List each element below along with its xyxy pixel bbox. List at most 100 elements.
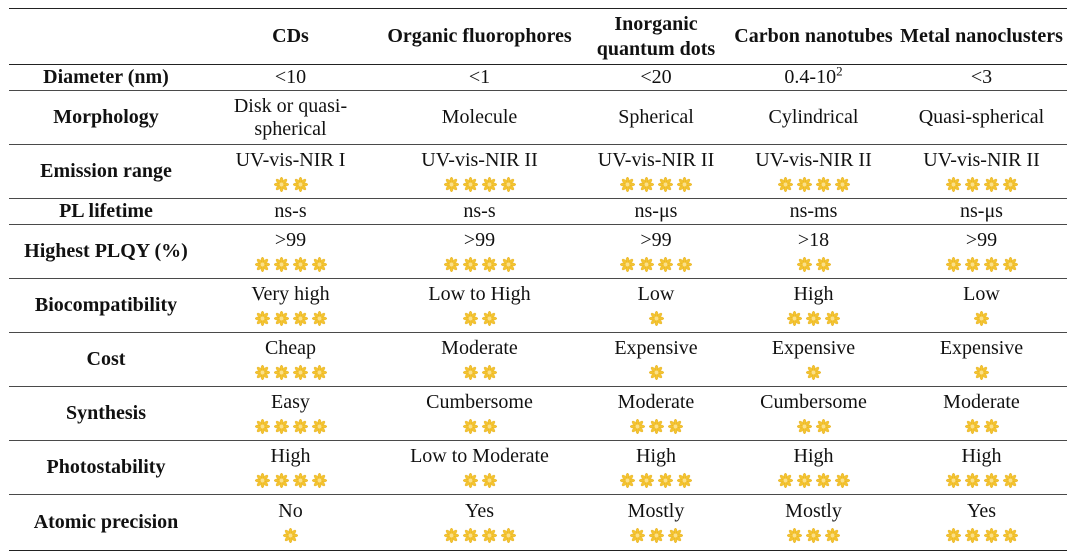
cell-text: Expensive [771,337,856,359]
star-icon [815,256,831,272]
cell-text: ns-μs [634,200,678,222]
table-cell: Molecule [378,90,581,145]
star-icon [500,256,516,272]
header-carbon-nanotubes: Carbon nanotubes [731,8,896,65]
cell-text: Expensive [939,337,1024,359]
star-icon [658,256,673,272]
star-icon [292,364,308,380]
star-icon [311,472,327,488]
star-rating [380,468,579,490]
star-icon [481,418,497,434]
table-cell: <1 [378,64,581,91]
star-rating [583,360,729,382]
star-rating [583,523,729,545]
table-cell: Cheap [203,332,378,387]
cell-text: 0.4-10 [784,66,837,88]
star-icon [481,310,497,326]
star-icon [834,176,850,192]
cell-text: >99 [274,229,307,251]
star-icon [796,418,812,434]
cell-value: Easy [205,391,376,414]
star-rating [733,523,894,545]
cell-value: Low to Moderate [380,445,579,468]
row-label: PL lifetime [9,198,203,225]
star-icon [273,310,289,326]
star-icon [254,256,270,272]
cell-value: ns-s [380,200,579,223]
star-icon [825,527,840,543]
star-icon [806,310,821,326]
star-icon [815,472,831,488]
star-icon [639,256,654,272]
table-cell: Expensive [896,332,1067,387]
cell-text: Cylindrical [768,106,859,128]
cell-text: Low to High [428,283,531,305]
table-cell: Moderate [896,386,1067,441]
star-icon [815,176,831,192]
cell-value: Cumbersome [380,391,579,414]
cell-text: Low [637,283,675,305]
star-icon [983,472,999,488]
star-icon [292,310,308,326]
table-cell: High [731,440,896,495]
cell-value: Moderate [380,337,579,360]
star-icon [500,527,516,543]
cell-value: <10 [205,66,376,89]
table-cell: ns-s [378,198,581,225]
table-cell: Cumbersome [378,386,581,441]
cell-value: ns-μs [583,200,729,223]
cell-value: Expensive [898,337,1065,360]
table-cell: >99 [378,224,581,279]
star-icon [667,418,683,434]
star-icon [796,256,812,272]
star-icon [629,418,645,434]
table-cell: Cylindrical [731,90,896,145]
star-rating [205,172,376,194]
cell-value: Molecule [380,106,579,129]
cell-text: Disk or quasi-spherical [233,94,348,140]
cell-value: >99 [583,229,729,252]
cell-value: Expensive [733,337,894,360]
table-cell: <10 [203,64,378,91]
star-rating [205,523,376,545]
table-cell: >18 [731,224,896,279]
cell-text: Moderate [441,337,518,359]
table-cell: High [896,440,1067,495]
star-rating [205,252,376,274]
star-icon [462,176,478,192]
table-cell: Disk or quasi-spherical [203,90,378,145]
cell-value: Low [898,283,1065,306]
star-icon [806,364,821,380]
cell-value: Cheap [205,337,376,360]
cell-text: Moderate [617,391,695,413]
star-icon [462,364,478,380]
cell-text: UV-vis-NIR II [755,149,872,171]
row-label: Emission range [9,144,203,199]
cell-value: Disk or quasi-spherical [205,95,376,141]
cell-text: High [961,445,1002,467]
cell-text: UV-vis-NIR I [235,149,346,171]
row-label: Atomic precision [9,494,203,551]
cell-text: Very high [251,283,330,305]
cell-value: <3 [898,66,1065,89]
table-cell: Mostly [731,494,896,551]
star-rating [583,252,729,274]
star-icon [983,418,999,434]
star-icon [443,527,459,543]
star-icon [273,472,289,488]
table-cell: >99 [581,224,731,279]
cell-text: UV-vis-NIR II [597,149,715,171]
star-icon [443,256,459,272]
star-icon [964,527,980,543]
star-icon [273,364,289,380]
star-rating [733,360,894,382]
star-rating [380,252,579,274]
comparison-table: CDs Organic fluorophores Inorganic quant… [9,8,1067,551]
cell-text: Low [963,283,1000,305]
row-label: Diameter (nm) [9,64,203,91]
cell-value: High [583,445,729,468]
star-icon [481,176,497,192]
star-icon [292,472,308,488]
cell-text: Cheap [264,337,317,359]
